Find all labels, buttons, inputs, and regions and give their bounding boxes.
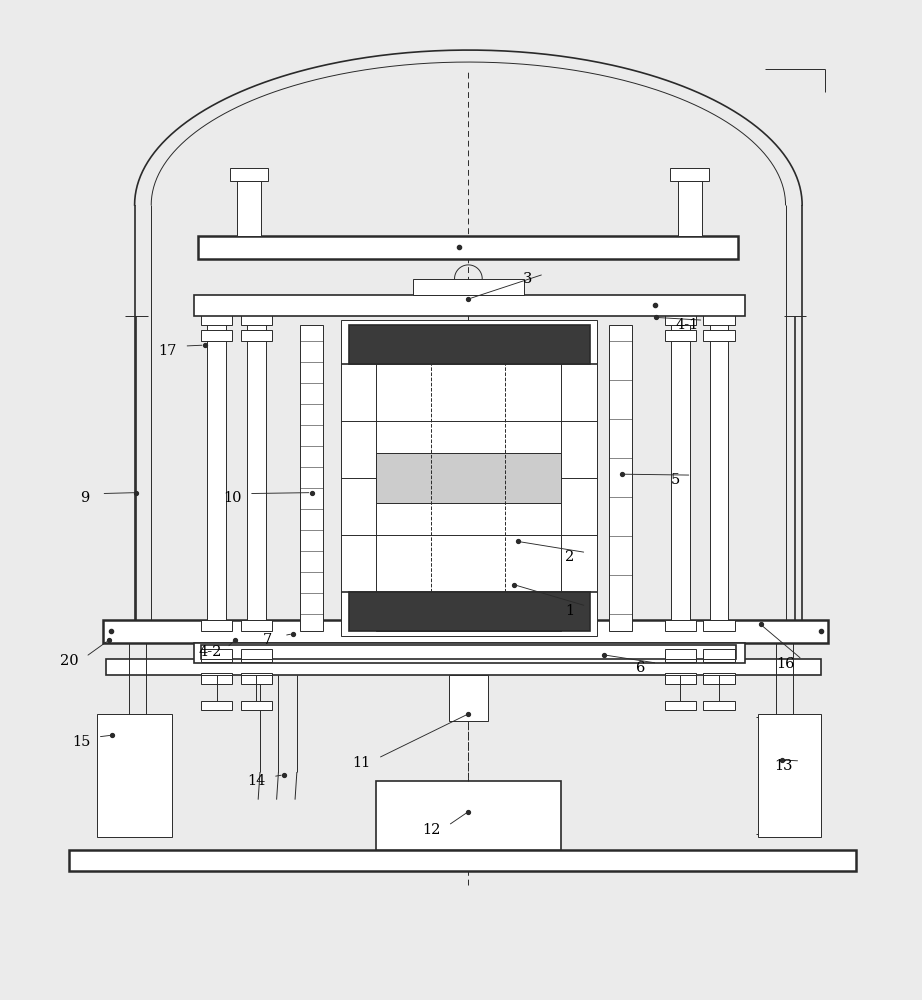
Bar (194, 295, 745, 316)
Text: 20: 20 (60, 654, 78, 668)
Bar (198, 236, 738, 259)
Bar (376, 453, 561, 503)
Text: 15: 15 (72, 735, 90, 749)
Text: 16: 16 (776, 657, 795, 671)
Bar (201, 675, 232, 684)
Bar (201, 314, 232, 325)
Bar (665, 673, 696, 683)
Bar (69, 850, 856, 871)
Text: 17: 17 (159, 344, 177, 358)
Text: 12: 12 (422, 823, 441, 837)
Bar (413, 279, 524, 295)
Bar (703, 330, 735, 341)
Bar (665, 653, 696, 662)
Bar (300, 325, 323, 631)
Text: 10: 10 (223, 491, 242, 505)
Bar (609, 325, 632, 631)
Bar (201, 701, 232, 710)
Bar (207, 314, 226, 620)
Bar (103, 620, 828, 643)
Bar (703, 673, 735, 683)
Bar (758, 714, 821, 837)
Bar (201, 673, 232, 683)
Bar (241, 314, 272, 325)
Bar (703, 653, 735, 662)
Text: 4-1: 4-1 (675, 318, 699, 332)
Bar (349, 325, 590, 364)
Bar (665, 701, 696, 710)
Bar (451, 675, 486, 703)
Bar (341, 320, 597, 636)
Bar (201, 649, 232, 659)
Bar (703, 701, 735, 710)
Text: 14: 14 (247, 774, 266, 788)
Text: 3: 3 (523, 272, 532, 286)
Bar (241, 620, 272, 631)
Bar (665, 620, 696, 631)
Bar (665, 675, 696, 684)
Bar (194, 643, 745, 663)
Text: 7: 7 (263, 633, 272, 647)
Bar (788, 737, 809, 781)
Text: 2: 2 (565, 550, 574, 564)
Bar (376, 325, 561, 631)
Text: 13: 13 (774, 759, 793, 773)
Bar (97, 714, 172, 837)
Bar (665, 649, 696, 659)
Bar (237, 181, 261, 236)
Text: 6: 6 (636, 661, 645, 675)
Bar (703, 649, 735, 659)
Bar (106, 659, 821, 675)
Bar (201, 620, 232, 631)
Bar (703, 620, 735, 631)
Bar (241, 330, 272, 341)
Bar (241, 649, 272, 659)
Bar (703, 675, 735, 684)
Bar (703, 314, 735, 325)
Bar (710, 314, 728, 620)
Bar (201, 653, 232, 662)
Bar (230, 168, 268, 181)
Bar (241, 675, 272, 684)
Bar (241, 673, 272, 683)
Text: 4-2: 4-2 (198, 645, 222, 659)
Bar (247, 314, 266, 620)
Bar (376, 781, 561, 850)
Bar (241, 701, 272, 710)
Bar (241, 653, 272, 662)
Bar (449, 675, 488, 721)
Text: 5: 5 (670, 473, 680, 487)
Bar (201, 645, 736, 659)
Text: 1: 1 (565, 604, 574, 618)
Bar (201, 330, 232, 341)
Bar (670, 168, 709, 181)
Text: 9: 9 (80, 491, 89, 505)
Bar (665, 314, 696, 325)
Bar (349, 592, 590, 631)
Bar (671, 314, 690, 620)
Bar (665, 330, 696, 341)
Text: 11: 11 (352, 756, 371, 770)
Bar (678, 181, 702, 236)
